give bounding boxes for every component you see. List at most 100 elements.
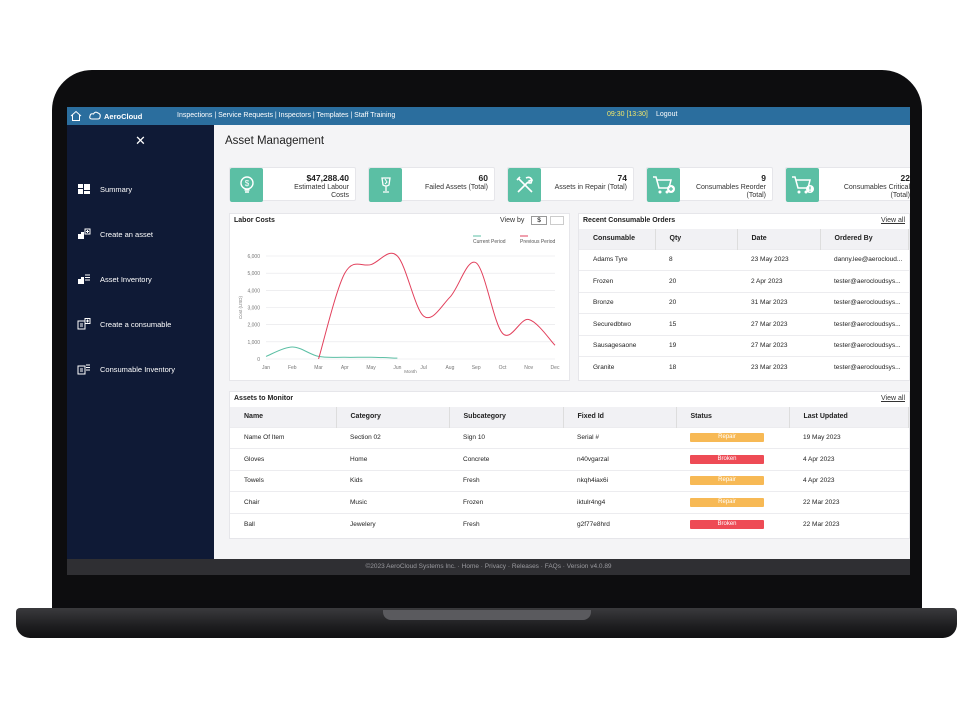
x-tick-label: Sep <box>472 365 481 371</box>
kpi-assets-in-repair[interactable]: 74 Assets in Repair (Total) <box>507 167 634 202</box>
app-screen: AeroCloud Inspections | Service Requests… <box>67 107 910 575</box>
cell-qty: 20 <box>655 270 737 292</box>
x-tick-label: May <box>366 365 376 371</box>
cell-ordered-by: tester@aerocloudsys... <box>820 270 909 292</box>
kpi-label: Failed Assets (Total) <box>424 184 488 191</box>
y-tick-label: 4,000 <box>247 288 260 294</box>
x-tick-label: Dec <box>551 365 560 371</box>
status-badge: Repair <box>690 497 764 507</box>
home-icon[interactable] <box>70 110 82 122</box>
cell-qty: 20 <box>655 291 737 314</box>
x-tick-label: Feb <box>288 365 297 371</box>
cell-qty: 19 <box>655 334 737 357</box>
column-header[interactable]: Fixed Id <box>563 407 677 427</box>
cell-category: Kids <box>336 469 449 492</box>
cell-qty: 15 <box>655 313 737 335</box>
table-row[interactable]: Ball Jewelery Fresh g2f77e8hrd Broken 22 Mar … <box>230 512 909 535</box>
currency-select[interactable]: $ <box>531 216 547 225</box>
app-logo[interactable]: AeroCloud <box>89 109 142 123</box>
table-row[interactable]: Frozen 20 2 Apr 2023 tester@aerocloudsys... <box>579 270 909 292</box>
column-header[interactable]: Consumable <box>579 229 656 249</box>
cell-date: 23 May 2023 <box>737 248 820 271</box>
kpi-consumables-critical[interactable]: 22 Consumables Critical (Total) <box>785 167 910 202</box>
cell-date: 2 Apr 2023 <box>737 270 820 292</box>
cell-fixed-id: g2f77e8hrd <box>563 512 676 535</box>
kpi-value: 74 <box>617 173 627 183</box>
sidebar-item-label: Consumable Inventory <box>100 364 176 374</box>
cell-category: Home <box>336 448 449 470</box>
x-axis-label: Month <box>404 369 417 374</box>
table-row[interactable]: Securedbtwo 15 27 Mar 2023 tester@aerocloud… <box>579 313 909 335</box>
cell-ordered-by: tester@aerocloudsys... <box>820 356 909 378</box>
table-row[interactable]: Chair Music Frozen iktulr4ng4 Repair 22 Mar 2… <box>230 491 909 513</box>
kpi-failed-assets[interactable]: 60 Failed Assets (Total) <box>368 167 495 202</box>
orders-view-all-link[interactable]: View all <box>881 217 905 224</box>
assets-monitor-card: Assets to Monitor View all Name Category… <box>229 391 910 539</box>
clock-display: 09:30 [13:30] <box>607 111 648 118</box>
column-header[interactable]: Ordered By <box>820 229 909 249</box>
column-header[interactable]: Status <box>676 407 790 427</box>
kpi-value: 60 <box>478 173 488 183</box>
sidebar-item-consumable-inventory[interactable]: Consumable Inventory <box>77 362 175 376</box>
cell-consumable: Sausagesaone <box>579 334 655 357</box>
tools-icon <box>508 168 541 202</box>
cart-add-icon <box>647 168 680 202</box>
column-header[interactable]: Name <box>230 407 337 427</box>
y-axis-label: Cost (USD) <box>238 296 243 320</box>
cell-fixed-id: n40vgarzal <box>563 448 676 470</box>
logout-link[interactable]: Logout <box>656 111 678 118</box>
x-tick-label: Jun <box>393 365 401 371</box>
asset-inventory-icon <box>77 273 91 285</box>
cart-alert-icon <box>786 168 819 202</box>
status-badge: Broken <box>690 519 764 529</box>
close-icon[interactable]: ✕ <box>135 133 146 148</box>
sidebar-item-create-asset[interactable]: Create an asset <box>77 227 153 241</box>
create-asset-icon <box>77 228 91 240</box>
period-select[interactable] <box>550 216 564 225</box>
kpi-label: Estimated Labour Costs <box>294 184 349 199</box>
sidebar-item-create-consumable[interactable]: Create a consumable <box>77 317 171 331</box>
column-header[interactable]: Last Updated <box>789 407 909 427</box>
sidebar-item-asset-inventory[interactable]: Asset Inventory <box>77 272 152 286</box>
sidebar: ✕ Summary Create an asset Asset Inventor… <box>67 125 214 559</box>
svg-text:$: $ <box>244 179 249 188</box>
labor-costs-title: Labor Costs <box>234 217 275 224</box>
top-nav-links[interactable]: Inspections | Service Requests | Inspect… <box>177 112 396 119</box>
table-row[interactable]: Name Of Item Section 02 Sign 10 Serial # Rep… <box>230 426 909 449</box>
kpi-value: 22 <box>900 173 910 183</box>
cell-status: Repair <box>676 469 789 492</box>
table-row[interactable]: Sausagesaone 19 27 Mar 2023 tester@aeroclou… <box>579 334 909 357</box>
sidebar-item-label: Asset Inventory <box>100 274 152 284</box>
column-header[interactable]: Qty <box>655 229 738 249</box>
x-tick-label: Oct <box>499 365 507 371</box>
kpi-label: Assets in Repair (Total) <box>554 184 627 191</box>
cloud-logo-icon <box>89 111 101 120</box>
cell-consumable: Bronze <box>579 291 655 314</box>
table-row[interactable]: Granite 18 23 Mar 2023 tester@aerocloudsys.… <box>579 356 909 378</box>
cell-ordered-by: danny.lee@aerocloud... <box>820 248 909 271</box>
view-by-label: View by <box>500 217 525 224</box>
sidebar-item-label: Create a consumable <box>100 319 172 329</box>
kpi-consumables-reorder[interactable]: 9 Consumables Reorder (Total) <box>646 167 773 202</box>
table-row[interactable]: Towels Kids Fresh nkqh4iax6i Repair 4 Apr 202… <box>230 469 909 492</box>
table-row[interactable]: Gloves Home Concrete n40vgarzal Broken 4 Apr … <box>230 448 909 470</box>
monitor-view-all-link[interactable]: View all <box>881 395 905 402</box>
cell-category: Jewelery <box>336 512 449 535</box>
x-tick-label: Jul <box>420 365 426 371</box>
labor-costs-chart: 0 1,000 2,000 3,000 4,000 5,000 6,000 Jan Feb Mar… <box>238 235 560 374</box>
cell-category: Music <box>336 491 449 513</box>
column-header[interactable]: Date <box>737 229 821 249</box>
status-badge: Repair <box>690 433 764 443</box>
cell-last-updated: 22 Mar 2023 <box>789 491 909 513</box>
table-row[interactable]: Bronze 20 31 Mar 2023 tester@aerocloudsys..… <box>579 291 909 314</box>
cell-date: 31 Mar 2023 <box>737 291 820 314</box>
sidebar-item-summary[interactable]: Summary <box>77 182 132 196</box>
series-line <box>318 252 556 360</box>
cell-consumable: Granite <box>579 356 655 378</box>
table-row[interactable]: Adams Tyre 8 23 May 2023 danny.lee@aeroclou… <box>579 248 909 271</box>
column-header[interactable]: Subcategory <box>449 407 564 427</box>
broken-glass-icon <box>369 168 402 202</box>
cell-fixed-id: iktulr4ng4 <box>563 491 676 513</box>
column-header[interactable]: Category <box>336 407 450 427</box>
kpi-labour-costs[interactable]: $ $47,288.40 Estimated Labour Costs <box>229 167 356 202</box>
